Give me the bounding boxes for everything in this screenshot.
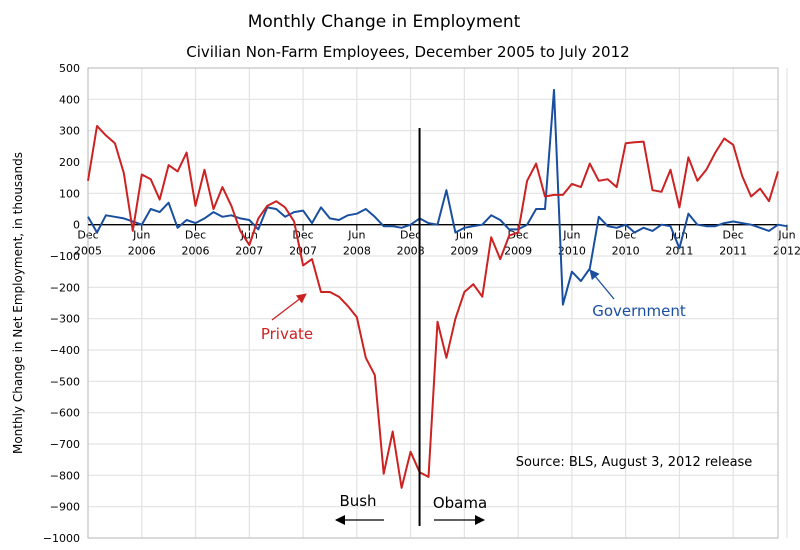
x-tick-month: Jun [132, 229, 150, 242]
x-tick-month: Jun [347, 229, 365, 242]
y-tick-label: 0 [73, 219, 80, 232]
series-lines [87, 88, 788, 489]
bush-label: Bush [339, 492, 376, 510]
y-tick-label: −300 [50, 313, 80, 326]
x-tick-year: 2010 [612, 245, 640, 258]
x-tick-month: Jun [777, 229, 795, 242]
y-tick-label: −600 [50, 407, 80, 420]
y-tick-label: −900 [50, 501, 80, 514]
y-tick-label: −700 [50, 438, 80, 451]
x-tick-year: 2012 [773, 245, 800, 258]
x-tick-month: Dec [507, 229, 528, 242]
y-axis-ticks: 500 400 300 200 100 0 −100 −200 −300 −400 −500 −600… [43, 62, 80, 545]
government-label-arrow [589, 269, 615, 300]
plot-frame [87, 67, 779, 539]
x-tick-month: Jun [562, 229, 580, 242]
y-tick-label: −200 [50, 281, 80, 294]
x-tick-year: 2010 [558, 245, 586, 258]
series-line-government [87, 88, 788, 306]
x-tick-year: 2009 [504, 245, 532, 258]
x-tick-year: 2009 [450, 245, 478, 258]
x-tick-month: Dec [723, 229, 744, 242]
y-tick-label: 200 [59, 156, 80, 169]
chart-subtitle: Civilian Non-Farm Employees, December 20… [186, 43, 629, 61]
y-axis-label: Monthly Change in Net Employment, in tho… [11, 152, 25, 454]
x-tick-year: 2007 [235, 245, 263, 258]
obama-label: Obama [433, 494, 487, 512]
chart-title: Monthly Change in Employment [248, 12, 521, 32]
y-tick-label: 400 [59, 93, 80, 106]
x-tick-month: Dec [185, 229, 206, 242]
y-tick-label: −800 [50, 469, 80, 482]
y-tick-label: −500 [50, 375, 80, 388]
y-tick-label: −400 [50, 344, 80, 357]
private-label-arrow [271, 293, 307, 321]
y-tick-label: 100 [59, 187, 80, 200]
x-tick-year: 2006 [128, 245, 156, 258]
x-tick-year: 2006 [182, 245, 210, 258]
y-tick-label: 500 [59, 62, 80, 75]
x-tick-month: Dec [400, 229, 421, 242]
x-tick-month: Jun [455, 229, 473, 242]
y-tick-label: −1000 [43, 532, 80, 545]
y-tick-label: −100 [50, 250, 80, 263]
x-tick-year: 2011 [665, 245, 693, 258]
series-line-private [87, 125, 779, 489]
x-axis-ticks: Dec2005Jun2006Dec2006Jun2007Dec2007Jun20… [74, 224, 800, 258]
x-tick-year: 2008 [343, 245, 371, 258]
x-tick-year: 2008 [397, 245, 425, 258]
x-tick-year: 2007 [289, 245, 317, 258]
source-note: Source: BLS, August 3, 2012 release [516, 455, 753, 470]
x-tick-year: 2011 [719, 245, 747, 258]
government-series-label: Government [592, 302, 686, 320]
private-series-label: Private [261, 325, 313, 343]
annotations: Private Government Bush Obama Source: BL… [261, 269, 753, 525]
y-tick-label: 300 [59, 125, 80, 138]
x-tick-month: Dec [615, 229, 636, 242]
